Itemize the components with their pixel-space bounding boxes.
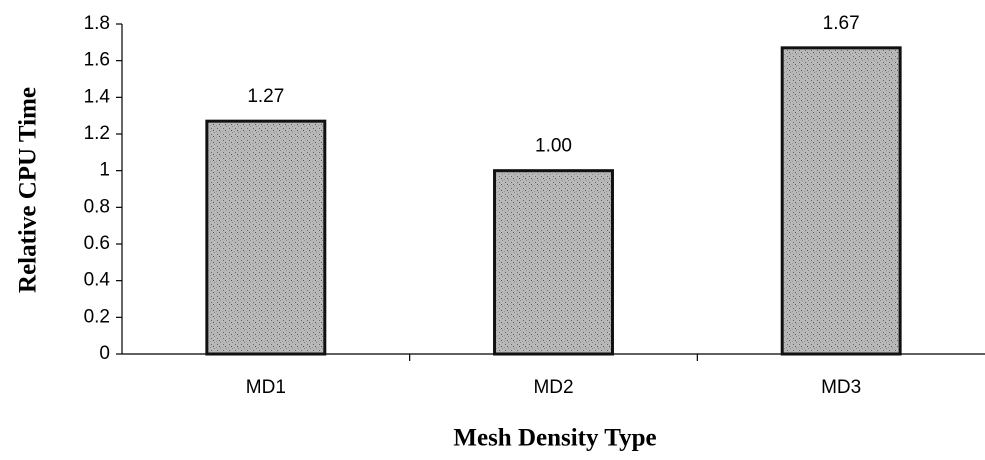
- x-axis-title: Mesh Density Type: [453, 425, 656, 452]
- y-tick-label: 0: [99, 343, 110, 364]
- y-tick-label: 1.6: [84, 50, 110, 71]
- y-tick-label: 0.2: [84, 306, 110, 327]
- y-axis-title: Relative CPU Time: [15, 87, 42, 293]
- value-label: 1.00: [535, 136, 572, 157]
- x-tick-label: MD1: [246, 377, 286, 398]
- y-tick-label: 1.8: [84, 13, 110, 34]
- value-label: 1.27: [247, 86, 284, 107]
- y-tick-label: 1: [99, 160, 110, 181]
- y-tick-label: 0.8: [84, 196, 110, 217]
- y-tick-label: 0.6: [84, 233, 110, 254]
- bar-texture: [496, 172, 611, 352]
- x-tick-label: MD3: [821, 377, 861, 398]
- y-tick-label: 1.4: [84, 86, 111, 107]
- x-tick-label: MD2: [533, 377, 573, 398]
- bar-texture: [208, 123, 323, 353]
- y-tick-label: 0.4: [84, 270, 111, 291]
- bar-texture: [784, 49, 899, 352]
- y-tick-label: 1.2: [84, 123, 110, 144]
- value-label: 1.67: [823, 13, 860, 34]
